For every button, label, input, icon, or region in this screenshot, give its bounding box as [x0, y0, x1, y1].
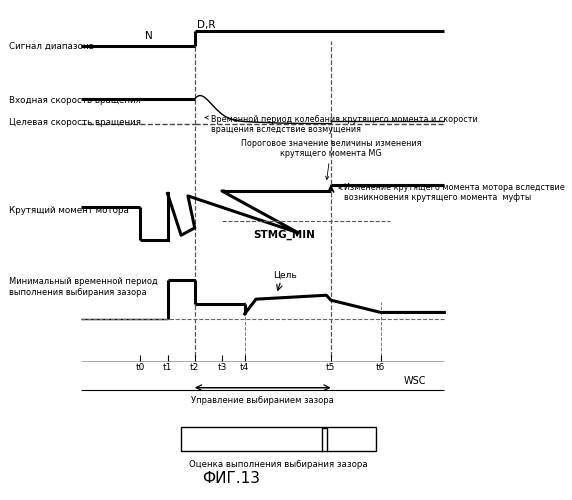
Text: Изменение крутящего момента мотора вследствие
возникновения крутящего момента  м: Изменение крутящего момента мотора вслед…: [339, 182, 565, 202]
Text: Минимальный временной период
выполнения выбирания зазора: Минимальный временной период выполнения …: [9, 277, 157, 296]
Text: t4: t4: [240, 363, 249, 372]
Text: t5: t5: [326, 363, 336, 372]
Text: Крутящий момент мотора: Крутящий момент мотора: [9, 206, 129, 215]
Text: WSC: WSC: [403, 376, 426, 386]
Text: ФИГ.13: ФИГ.13: [202, 471, 260, 486]
Text: Цель: Цель: [273, 271, 297, 280]
Text: Временной период колебания крутящего момента и скорости
вращения вследствие возм: Временной период колебания крутящего мом…: [205, 115, 478, 134]
Text: t6: t6: [376, 363, 386, 372]
Text: t2: t2: [190, 363, 200, 372]
Text: N: N: [145, 31, 153, 41]
Text: t3: t3: [217, 363, 227, 372]
Bar: [181, 428, 376, 451]
Text: Входная скорость вращения: Входная скорость вращения: [9, 96, 141, 104]
Text: STMG_MIN: STMG_MIN: [254, 230, 316, 240]
Text: Пороговое значение величины изменения
крутящего момента MG: Пороговое значение величины изменения кр…: [241, 138, 421, 179]
Text: Управление выбиранием зазора: Управление выбиранием зазора: [192, 396, 334, 406]
Text: t0: t0: [136, 363, 145, 372]
Text: Целевая скорость вращения: Целевая скорость вращения: [9, 118, 141, 126]
Text: Сигнал диапазона: Сигнал диапазона: [9, 42, 94, 50]
Text: t1: t1: [163, 363, 172, 372]
Text: D,R: D,R: [197, 20, 216, 30]
Text: Оценка выполнения выбирания зазора: Оценка выполнения выбирания зазора: [189, 460, 368, 469]
